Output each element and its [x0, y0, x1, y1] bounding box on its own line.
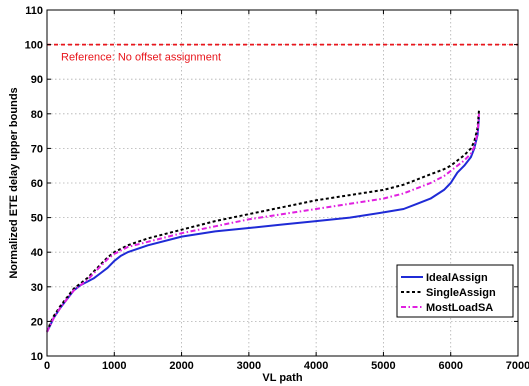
legend-label: MostLoadSA [426, 302, 493, 314]
series-line-idealassign [46, 117, 480, 333]
x-tick-label: 0 [44, 360, 50, 372]
y-tick-label: 100 [25, 40, 43, 52]
x-axis-label: VL path [262, 372, 302, 384]
x-tick-label: 1000 [102, 360, 126, 372]
y-axis-label: Normalized ETE delay upper bounds [8, 87, 20, 278]
series-line-singleassign [46, 110, 480, 333]
x-tick-label: 6000 [438, 360, 462, 372]
reference-group: Reference: No offset assignment [47, 43, 518, 64]
y-tick-label: 40 [31, 247, 43, 259]
x-tick-label: 2000 [169, 360, 193, 372]
reference-label: Reference: No offset assignment [61, 52, 221, 64]
y-tick-label: 60 [31, 178, 43, 190]
series-line-mostloadsa [46, 113, 480, 333]
y-tick-label: 50 [31, 213, 43, 225]
x-tick-label: 5000 [371, 360, 395, 372]
y-tick-label: 70 [31, 143, 43, 155]
legend-label: IdealAssign [426, 272, 488, 284]
legend-label: SingleAssign [426, 287, 496, 299]
y-tick-label: 10 [31, 351, 43, 363]
y-tick-label: 110 [25, 5, 43, 17]
y-tick-label: 30 [31, 282, 43, 294]
y-tick-label: 90 [31, 74, 43, 86]
x-tick-label: 7000 [506, 360, 529, 372]
x-tick-label: 4000 [304, 360, 328, 372]
ticks: 0 1000 2000 3000 4000 5000 6000 7000 10 20 30 40 50 6… [25, 5, 529, 372]
legend: IdealAssign SingleAssign MostLoadSA [396, 264, 514, 318]
y-tick-label: 80 [31, 109, 43, 121]
legend-box [396, 264, 514, 318]
series-lines [46, 110, 480, 333]
x-tick-label: 3000 [237, 360, 261, 372]
y-tick-label: 20 [31, 316, 43, 328]
